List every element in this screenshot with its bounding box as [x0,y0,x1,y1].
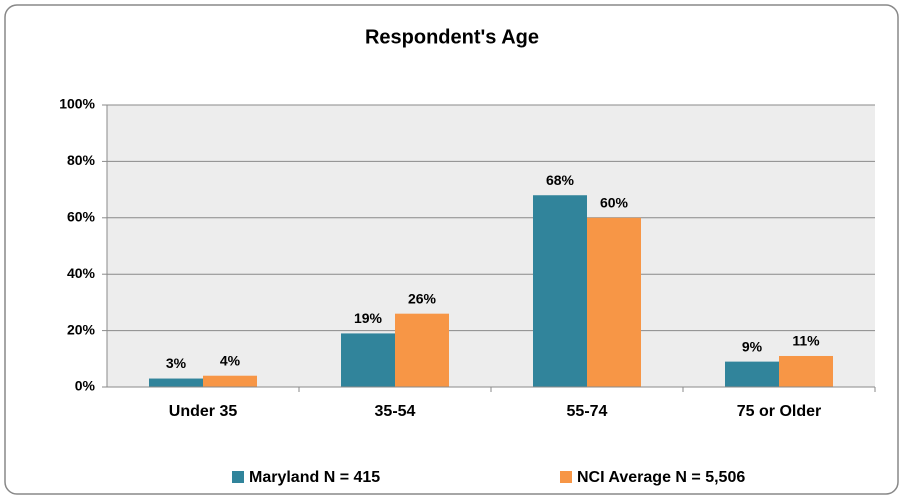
data-label: 68% [546,172,575,188]
bar [779,355,833,387]
data-label: 11% [792,333,820,349]
x-tick-label: Under 35 [169,403,238,420]
data-label: 3% [166,355,187,371]
y-tick-label: 80% [67,152,96,168]
bar [533,195,587,387]
data-label: 26% [408,290,437,306]
bar [725,361,779,387]
legend-label: NCI Average N = 5,506 [577,469,745,486]
data-label: 19% [354,310,383,326]
y-tick-label: 100% [59,96,95,112]
bar [587,217,641,387]
y-tick-label: 0% [75,378,96,394]
bar [149,378,203,387]
bar [203,375,257,387]
x-tick-label: 35-54 [375,403,416,420]
chart-title: Respondent's Age [365,26,539,48]
y-tick-label: 40% [67,265,96,281]
x-tick-label: 55-74 [567,403,608,420]
data-label: 9% [742,338,763,354]
legend-label: Maryland N = 415 [249,469,380,486]
y-tick-label: 60% [67,209,96,225]
data-label: 60% [600,195,629,211]
y-tick-label: 20% [67,321,96,337]
plot-area [107,105,875,387]
bar [395,313,449,387]
bar [341,333,395,387]
legend-swatch [232,471,244,483]
data-label: 4% [220,352,241,368]
x-tick-label: 75 or Older [737,403,821,420]
legend-swatch [560,471,572,483]
